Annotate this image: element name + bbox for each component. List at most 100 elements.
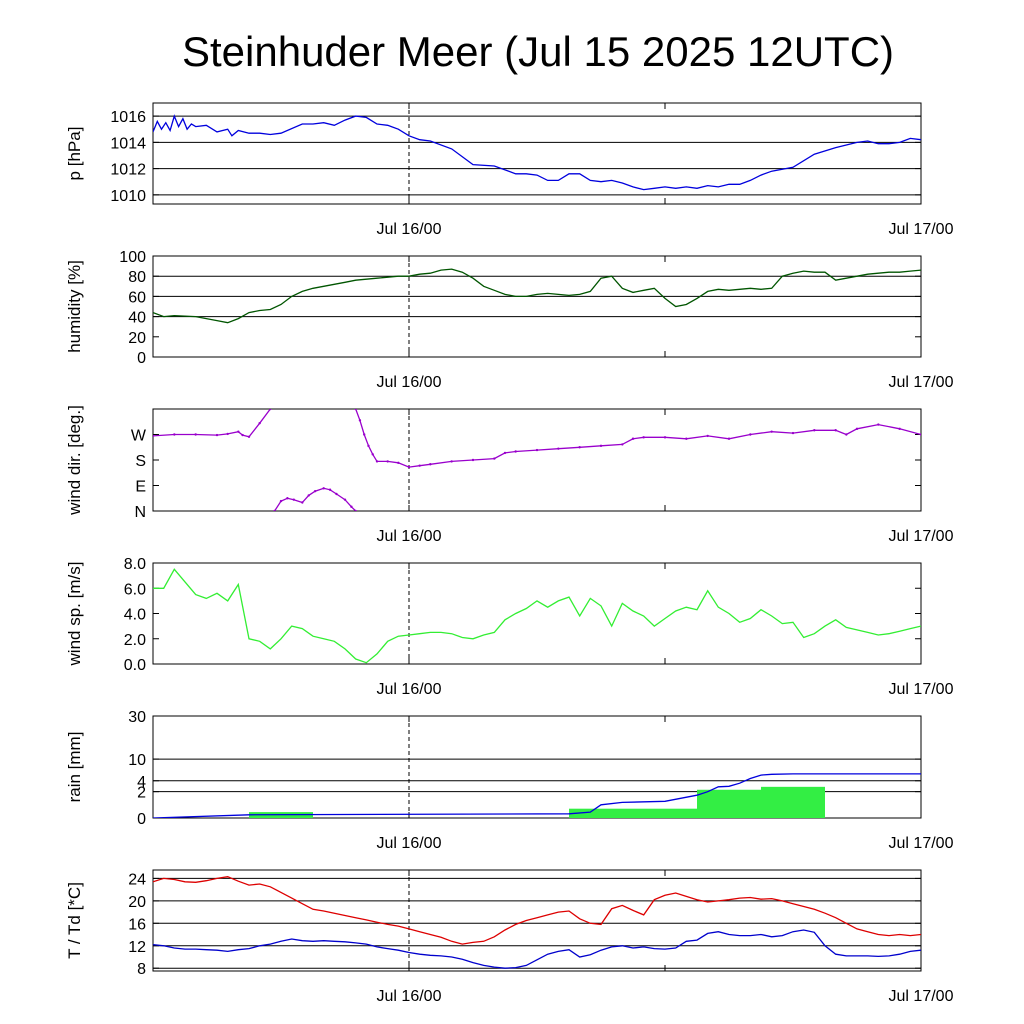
wind-direction-point — [407, 465, 411, 469]
wind-direction-point — [328, 488, 332, 491]
dewpoint-series-line — [153, 929, 921, 969]
wind-direction-point — [877, 423, 880, 426]
y-tick-label: 24 — [128, 871, 146, 888]
temperature-series-line — [153, 876, 921, 945]
chart-title: Steinhuder Meer (Jul 15 2025 12UTC) — [182, 28, 894, 75]
y-tick-label: W — [131, 428, 147, 445]
y-axis-label: wind dir. [deg.] — [65, 405, 84, 516]
panel-pressure: 1010 1012 1014 1016 p [hPa] Jul 16/00 Jul 17/0… — [65, 102, 954, 238]
wind-direction-point — [749, 433, 752, 436]
y-tick-label: N — [134, 504, 146, 521]
wind-direction-point — [307, 494, 310, 497]
x-tick-label: Jul 17/00 — [889, 528, 954, 545]
wind-direction-point — [429, 463, 432, 466]
rain-bar — [697, 789, 761, 818]
data-layer — [153, 409, 921, 511]
wind-direction-point — [194, 433, 197, 436]
wind-direction-point — [471, 458, 475, 462]
y-tick-label: 1012 — [110, 162, 146, 179]
wind-direction-point — [791, 431, 795, 435]
wind-direction-point — [621, 443, 624, 446]
pressure-series-line — [153, 114, 921, 191]
wind-direction-point — [367, 444, 370, 448]
y-tick-label: 1014 — [110, 135, 146, 152]
wind-direction-point — [770, 430, 773, 433]
rain-cumulative-line — [153, 773, 921, 818]
panel-humidity: 0 20 40 60 80 100 humidity [%] Jul 16/00 Jul 17/… — [65, 249, 954, 391]
wind-direction-point — [226, 432, 229, 436]
rain-bar — [569, 808, 697, 818]
wind-direction-point — [631, 437, 635, 440]
x-tick-label: Jul 16/00 — [377, 374, 442, 391]
x-tick-label: Jul 17/00 — [889, 221, 954, 238]
y-tick-label: 2.0 — [124, 632, 146, 649]
y-tick-label: 2 — [137, 785, 146, 802]
wind-direction-point — [286, 497, 289, 500]
wind-direction-point — [258, 421, 261, 425]
y-tick-label: 40 — [128, 310, 146, 327]
y-tick-label: 8 — [137, 961, 146, 978]
wind-direction-point — [493, 457, 496, 460]
y-tick-label: S — [135, 453, 146, 470]
y-axis-label: rain [mm] — [65, 732, 84, 803]
wind-direction-point — [397, 461, 400, 465]
wind-direction-point — [335, 492, 338, 496]
wind-direction-point — [273, 509, 276, 511]
y-tick-label: 16 — [128, 916, 146, 933]
wind-direction-point — [386, 460, 389, 463]
y-tick-label: 0.0 — [124, 657, 146, 674]
panel-rain: 0 24 10 30 rain [mm] Jul 16/00 Jul 17/00 — [65, 709, 954, 852]
y-tick-label: 8.0 — [124, 556, 146, 573]
y-tick-label: 20 — [128, 330, 146, 347]
wind-direction-point — [813, 429, 816, 432]
y-tick-label: 12 — [128, 939, 146, 956]
wind-direction-point — [313, 489, 317, 493]
x-tick-label: Jul 17/00 — [889, 988, 954, 1005]
panel-temp: 8 12 16 20 24 T / Td [*C] Jul 16/00 Jul 17/00 — [65, 869, 954, 1005]
wind-direction-point — [322, 487, 325, 490]
wind-direction-point — [301, 501, 304, 504]
data-layer — [153, 268, 921, 324]
x-tick-label: Jul 17/00 — [889, 374, 954, 391]
wind-direction-point — [578, 446, 581, 449]
wind-direction-point — [514, 450, 517, 453]
wind-direction-point — [503, 451, 507, 455]
panel-frame — [152, 102, 922, 205]
data-layer — [153, 568, 921, 664]
y-tick-label: 20 — [128, 894, 146, 911]
y-tick-label: 80 — [128, 269, 146, 286]
y-tick-label: 60 — [128, 289, 146, 306]
humidity-series-line — [153, 268, 921, 324]
wind-speed-series-line — [153, 568, 921, 664]
data-layer — [153, 773, 921, 818]
x-tick-label: Jul 17/00 — [889, 681, 954, 698]
wind-direction-point — [343, 498, 347, 501]
y-tick-label: 1016 — [110, 109, 146, 126]
y-tick-label: 4.0 — [124, 607, 146, 624]
wind-direction-point — [834, 429, 837, 432]
x-tick-label: Jul 16/00 — [377, 681, 442, 698]
wind-direction-point — [354, 509, 357, 511]
wind-direction-point — [358, 419, 362, 422]
x-tick-label: Jul 16/00 — [377, 988, 442, 1005]
wind-direction-point — [237, 430, 240, 433]
wind-direction-point — [642, 436, 645, 439]
y-tick-label: 6.0 — [124, 581, 146, 598]
wind-direction-point — [215, 433, 219, 437]
panel-frame — [152, 869, 922, 972]
y-axis-label: p [hPa] — [65, 127, 84, 181]
wind-direction-point — [898, 427, 901, 431]
wind-direction-point — [535, 448, 539, 452]
wind-direction-point — [292, 498, 295, 501]
wind-direction-point — [450, 460, 453, 463]
y-tick-label: 4 — [137, 774, 146, 791]
wind-direction-point — [845, 433, 848, 436]
y-axis-label: wind sp. [m/s] — [65, 562, 84, 667]
wind-direction-series-line — [153, 409, 271, 438]
data-layer — [153, 114, 921, 191]
panel-frame — [152, 255, 922, 358]
y-tick-label: 100 — [119, 249, 146, 266]
